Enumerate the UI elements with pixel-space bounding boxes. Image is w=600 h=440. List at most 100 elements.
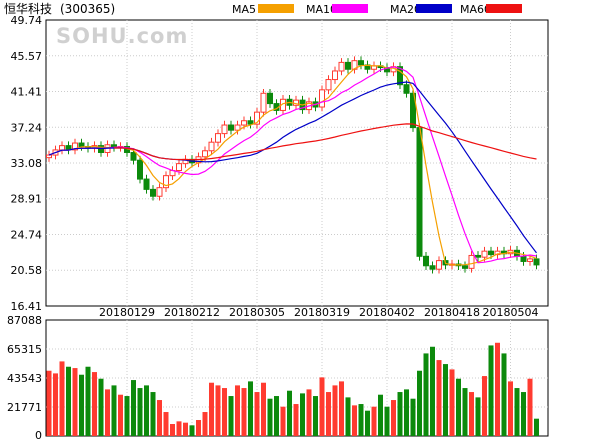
legend-label-ma20: MA20 (390, 3, 421, 16)
candle-body (436, 260, 442, 270)
candle-body (397, 66, 403, 86)
volume-bar (176, 421, 182, 436)
volume-bar (235, 385, 240, 436)
volume-bar (488, 345, 494, 436)
candle-body (267, 92, 273, 105)
volume-bar (417, 370, 422, 436)
volume-tick-label: 21771 (7, 401, 42, 414)
legend-swatch-ma60 (486, 4, 522, 13)
volume-bar (131, 380, 136, 436)
candle-body (46, 154, 52, 159)
volume-bar (306, 389, 312, 436)
volume-bar (209, 382, 214, 436)
volume-bar (111, 385, 117, 436)
legend-swatch-ma20 (416, 4, 452, 13)
volume-bar (189, 425, 195, 436)
candle-body (254, 111, 260, 125)
volume-bar (274, 396, 279, 436)
volume-bar (456, 378, 461, 436)
price-tick-label: 45.57 (11, 50, 43, 63)
price-tick-label: 28.91 (11, 193, 43, 206)
candle-body (429, 265, 436, 270)
candle-body (403, 84, 410, 94)
volume-bar (319, 377, 325, 436)
candle-body (234, 124, 241, 131)
volume-bar (443, 364, 448, 436)
watermark: SOHU.com (56, 24, 188, 48)
volume-bar (371, 406, 377, 436)
volume-bar (202, 412, 208, 436)
volume-bar (92, 372, 97, 436)
legend-label-ma5: MA5 (232, 3, 256, 16)
volume-bar (391, 400, 396, 436)
candle-body (130, 151, 137, 161)
ma5-line (48, 64, 537, 266)
volume-bar (449, 369, 455, 436)
volume-bars (46, 342, 539, 436)
volume-bar (521, 392, 526, 436)
candle-body (533, 258, 540, 266)
volume-bar (287, 390, 292, 436)
volume-bar (137, 388, 143, 436)
price-tick-label: 41.41 (11, 85, 43, 98)
volume-bar (183, 422, 188, 436)
volume-bar (410, 398, 416, 436)
volume-bar (436, 360, 442, 436)
volume-bar (404, 389, 409, 436)
volume-tick-label: 43543 (7, 372, 42, 385)
volume-bar (59, 361, 65, 436)
candle-body (332, 70, 338, 81)
volume-bar (313, 396, 318, 436)
volume-bar (53, 373, 58, 436)
price-tick-label: 16.41 (11, 300, 43, 313)
volume-bar (293, 404, 299, 436)
candle-body (156, 187, 163, 197)
candle-body (247, 120, 254, 125)
volume-bar (332, 385, 338, 436)
candle-body (527, 258, 533, 262)
candle-body (520, 255, 527, 262)
volume-bar (397, 392, 403, 436)
candle-body (280, 98, 286, 111)
volume-bar (482, 376, 487, 436)
candle-body (462, 265, 468, 269)
volume-bar (150, 392, 156, 436)
volume-bar (469, 392, 474, 436)
candle-body (59, 145, 65, 151)
volume-bar (300, 393, 305, 436)
candle-body (137, 159, 143, 180)
volume-bar (384, 406, 390, 436)
volume-bar (248, 381, 253, 436)
volume-bar (527, 378, 533, 436)
volume-tick-label: 87088 (7, 314, 42, 327)
candle-body (338, 61, 345, 72)
volume-bar (46, 370, 52, 436)
ma10-line (48, 66, 537, 264)
volume-tick-label: 65315 (7, 343, 42, 356)
price-tick-label: 20.58 (11, 264, 43, 277)
grid (46, 20, 548, 436)
volume-bar (365, 410, 370, 436)
date-tick-label: 20180418 (424, 306, 480, 319)
moving-averages (48, 64, 537, 266)
date-axis: 20180129 20180212 20180305 20180319 20180402… (99, 306, 539, 319)
candle-body (241, 120, 247, 126)
volume-bar (514, 388, 520, 436)
volume-bar (222, 388, 227, 436)
candle-body (208, 141, 215, 152)
candle-body (488, 250, 494, 256)
volume-bar (358, 404, 364, 436)
volume-bar (215, 385, 221, 436)
legend-swatch-ma10 (332, 4, 368, 13)
price-tick-label: 37.24 (11, 121, 43, 134)
volume-bar (326, 392, 331, 436)
legend-swatch-ma5 (258, 4, 294, 13)
volume-bar (163, 412, 169, 436)
candle-body (475, 254, 481, 258)
candle-body (228, 124, 234, 131)
legend-label-ma10: MA10 (306, 3, 337, 16)
candle-body (325, 79, 332, 91)
candle-body (494, 250, 501, 256)
volume-bar (85, 366, 91, 436)
